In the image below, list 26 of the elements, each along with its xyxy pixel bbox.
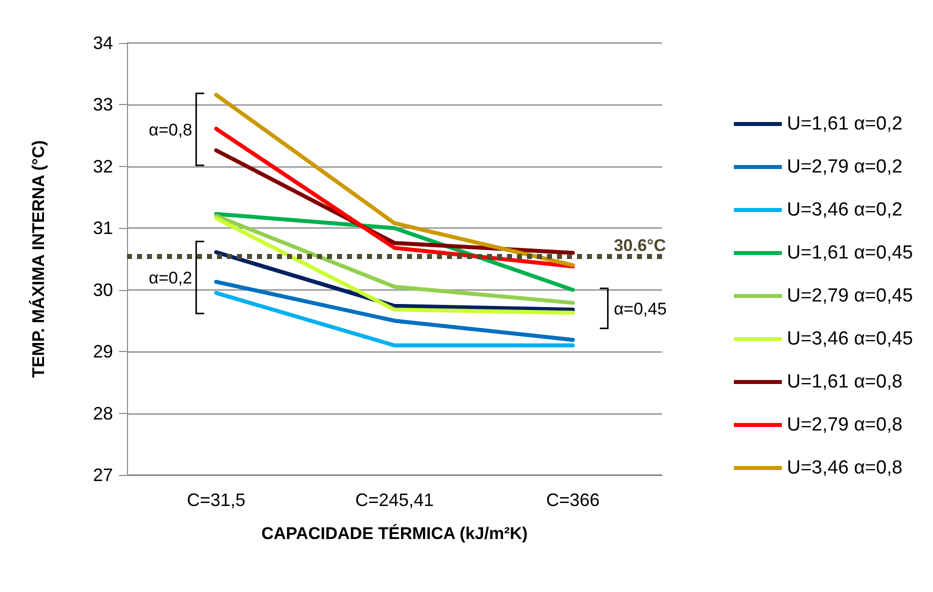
- legend-label: U=2,79 α=0,45: [786, 286, 914, 306]
- y-tick-label: 28: [92, 403, 113, 424]
- legend-label: U=3,46 α=0,45: [786, 328, 914, 350]
- y-tick-label: 34: [92, 33, 113, 53]
- legend-label: U=1,61 α=0,8: [786, 372, 902, 392]
- annotation: α=0,8: [148, 120, 192, 140]
- y-tick-label: 31: [92, 218, 113, 238]
- y-axis-title: TEMP. MÁXIMA INTERNA (°C): [28, 140, 48, 378]
- y-tick-label: 32: [92, 156, 113, 176]
- legend-label: U=1,61 α=0,45: [786, 242, 914, 264]
- legend-label: U=3,46 α=0,2: [786, 200, 902, 220]
- legend-label: U=1,61 α=0,2: [786, 114, 902, 134]
- x-tick-label: C=245,41: [355, 490, 434, 510]
- legend-label: U=2,79 α=0,2: [786, 156, 902, 178]
- x-tick-label: C=31,5: [186, 490, 246, 510]
- ref-line-label: 30.6°C: [614, 236, 666, 255]
- legend-label: U=3,46 α=0,8: [786, 458, 902, 478]
- annotation: α=0,2: [148, 268, 192, 288]
- y-tick-label: 30: [92, 280, 113, 300]
- y-tick-label: 27: [92, 465, 113, 485]
- annotation: α=0,45: [614, 299, 667, 318]
- y-tick-label: 33: [92, 94, 113, 115]
- legend-label: U=2,79 α=0,8: [786, 414, 902, 436]
- y-tick-label: 29: [92, 342, 113, 362]
- x-axis-title: CAPACIDADE TÉRMICA (kJ/m²K): [261, 523, 528, 543]
- x-tick-label: C=366: [546, 490, 600, 510]
